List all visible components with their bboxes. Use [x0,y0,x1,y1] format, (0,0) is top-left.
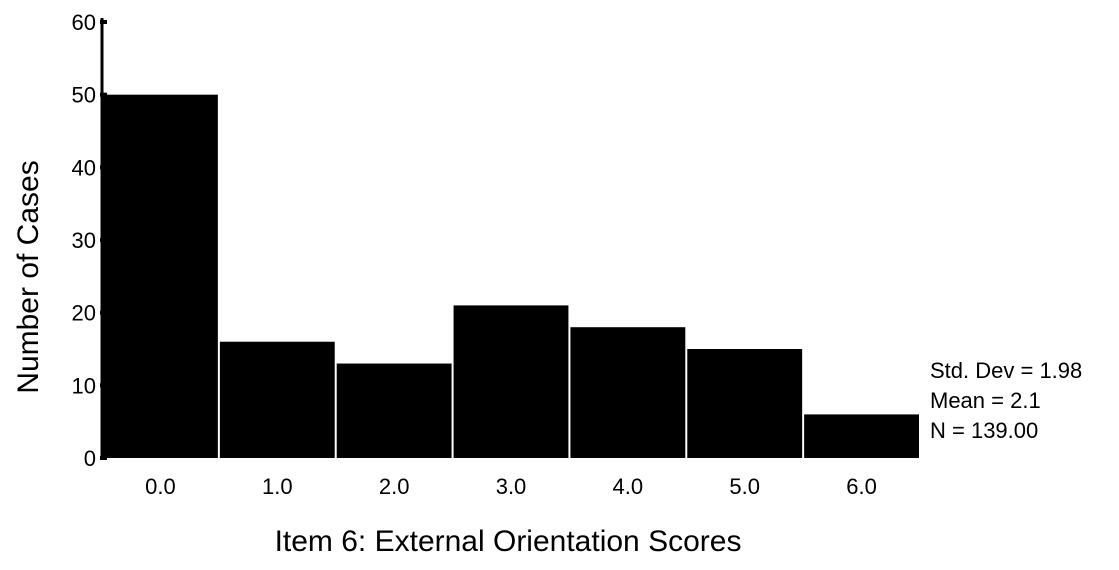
bar-1.0 [219,341,335,458]
x-tick-label: 4.0 [613,474,644,499]
summary-statistics: Std. Dev = 1.98 Mean = 2.1 N = 139.00 [930,356,1082,446]
y-tick-label: 20 [72,301,96,326]
n-label: N = 139.00 [930,418,1039,443]
bars-group [103,94,919,459]
x-tick-label: 6.0 [846,474,877,499]
x-tick-label: 1.0 [262,474,293,499]
y-axis: 0 10 20 30 40 50 60 [72,10,107,471]
x-tick-label: 5.0 [729,474,760,499]
y-tick-label: 10 [72,373,96,398]
x-tick-label: 2.0 [379,474,410,499]
bar-5.0 [687,349,803,458]
y-axis-title: Number of Cases [12,160,45,393]
y-tick-label: 60 [72,10,96,35]
x-axis-title: Item 6: External Orientation Scores [275,525,742,558]
std-dev-label: Std. Dev = 1.98 [930,358,1083,383]
bar-0.0 [103,94,218,459]
y-tick-label: 40 [72,155,96,180]
bar-3.0 [453,305,569,458]
bar-4.0 [570,327,686,458]
x-tick-label: 0.0 [145,474,176,499]
x-tick-label: 3.0 [496,474,527,499]
x-axis-ticks: 0.0 1.0 2.0 3.0 4.0 5.0 6.0 [145,474,877,499]
bar-2.0 [336,363,452,458]
y-tick-label: 30 [72,228,96,253]
mean-label: Mean = 2.1 [930,388,1041,413]
bar-6.0 [804,414,919,458]
y-tick-label: 50 [72,83,96,108]
y-tick-label: 0 [84,446,96,471]
